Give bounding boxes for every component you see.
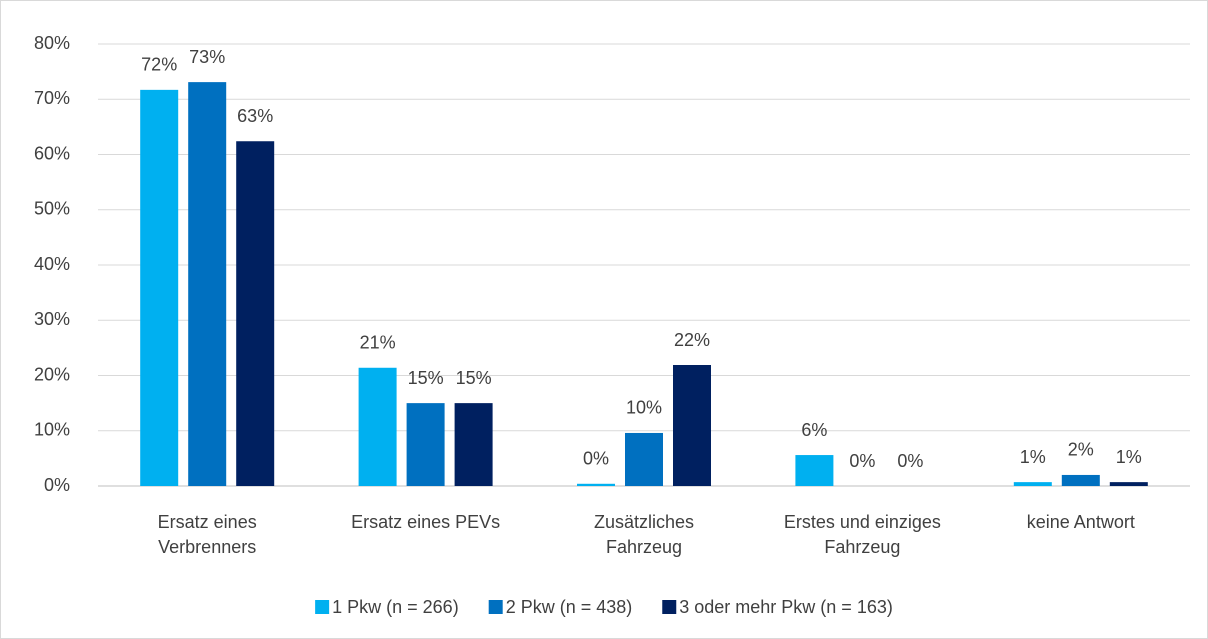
- data-label: 73%: [189, 47, 225, 67]
- data-label: 21%: [360, 333, 396, 353]
- x-tick-label: Ersatz eines PEVs: [351, 512, 501, 532]
- bar: [140, 89, 179, 487]
- x-tick-label: Zusätzliches Fahrzeug: [593, 512, 695, 557]
- bar: [673, 365, 711, 486]
- data-label: 72%: [141, 55, 177, 75]
- bar: [454, 403, 493, 486]
- data-label: 0%: [583, 449, 609, 469]
- y-tick-label: 10%: [34, 420, 70, 440]
- data-label: 1%: [1020, 447, 1046, 467]
- legend-label: 2 Pkw (n = 438): [506, 597, 633, 617]
- y-tick-label: 20%: [34, 364, 70, 384]
- bar: [625, 432, 663, 486]
- data-label: 10%: [626, 398, 662, 418]
- y-tick-label: 30%: [34, 309, 70, 329]
- data-label: 6%: [801, 420, 827, 440]
- y-tick-label: 80%: [34, 33, 70, 53]
- bar: [1109, 482, 1148, 486]
- y-tick-label: 0%: [44, 475, 70, 495]
- y-tick-label: 60%: [34, 143, 70, 163]
- data-label: 15%: [408, 368, 444, 388]
- legend-label: 3 oder mehr Pkw (n = 163): [679, 597, 893, 617]
- bar: [358, 367, 397, 486]
- bar: [406, 403, 445, 486]
- data-label: 0%: [897, 451, 923, 471]
- data-label: 15%: [456, 368, 492, 388]
- data-label: 2%: [1068, 440, 1094, 460]
- data-label: 22%: [674, 330, 710, 350]
- x-tick-label: Ersatz eines Verbrenners: [157, 512, 257, 557]
- legend-label: 1 Pkw (n = 266): [332, 597, 459, 617]
- y-tick-label: 70%: [34, 88, 70, 108]
- legend-swatch: [315, 600, 330, 614]
- y-tick-label: 40%: [34, 254, 70, 274]
- legend-swatch: [488, 600, 503, 614]
- bar: [1061, 474, 1100, 486]
- x-tick-label: Erstes und einziges Fahrzeug: [783, 512, 941, 557]
- data-label: 63%: [237, 106, 273, 126]
- bar: [188, 82, 227, 486]
- data-label: 1%: [1116, 447, 1142, 467]
- bar: [236, 141, 275, 487]
- y-tick-label: 50%: [34, 199, 70, 219]
- x-tick-label: keine Antwort: [1026, 512, 1135, 532]
- legend-swatch: [662, 600, 677, 614]
- bar: [1013, 482, 1052, 486]
- data-label: 0%: [849, 451, 875, 471]
- bar: [795, 455, 834, 486]
- bar: [577, 483, 615, 486]
